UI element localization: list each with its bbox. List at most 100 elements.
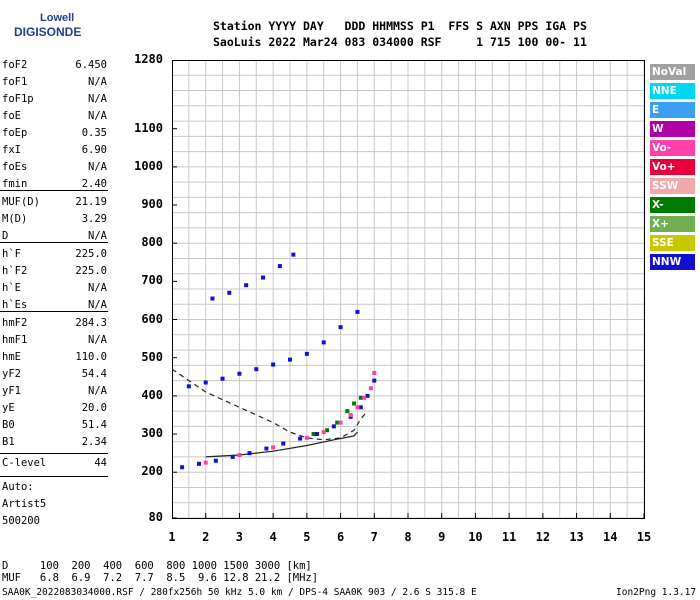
point-nnw bbox=[277, 264, 282, 269]
point-nnw bbox=[358, 405, 363, 410]
param-row: foF2 6.450 bbox=[2, 59, 107, 76]
param-value: N/A bbox=[88, 161, 107, 173]
param-value: 21.19 bbox=[75, 196, 107, 208]
point-vo bbox=[304, 435, 309, 440]
point-vo bbox=[203, 460, 208, 465]
point-nnw bbox=[288, 357, 292, 362]
point-nnw bbox=[186, 384, 191, 389]
point-vo bbox=[372, 370, 377, 375]
point-nnw bbox=[298, 436, 303, 441]
param-row: B0 51.4 bbox=[2, 419, 107, 436]
point-nnw bbox=[180, 465, 185, 470]
param-value: 2.34 bbox=[81, 436, 107, 448]
y-tick-label: 900 bbox=[141, 197, 163, 212]
y-tick-label: 1000 bbox=[134, 158, 163, 173]
param-label: MUF(D) bbox=[2, 196, 40, 208]
legend-item-e: E bbox=[650, 102, 695, 118]
point-x bbox=[311, 432, 316, 437]
param-label: hmE bbox=[2, 351, 21, 363]
y-tick-label: 800 bbox=[141, 235, 163, 250]
separator bbox=[0, 190, 108, 191]
point-nnw bbox=[271, 362, 276, 367]
separator bbox=[0, 311, 108, 312]
x-tick-label: 7 bbox=[370, 530, 378, 544]
version-label: Ion2Png 1.3.17 bbox=[616, 587, 697, 598]
legend-item-nnw: NNW bbox=[650, 254, 695, 270]
point-x bbox=[352, 401, 357, 406]
param-row: yF1 N/A bbox=[2, 385, 107, 402]
param-label: foF1 bbox=[2, 76, 28, 88]
param-row: fxI 6.90 bbox=[2, 144, 107, 161]
x-tick-label: 15 bbox=[636, 530, 652, 544]
x-tick-label: 12 bbox=[535, 530, 551, 544]
param-value: 3.29 bbox=[81, 213, 107, 225]
param-value: N/A bbox=[88, 334, 107, 346]
point-vo bbox=[237, 453, 242, 458]
param-label: yF1 bbox=[2, 385, 21, 397]
param-row: yE 20.0 bbox=[2, 402, 107, 419]
param-row: h`F 225.0 bbox=[2, 248, 107, 265]
x-tick-label: 9 bbox=[438, 530, 446, 544]
point-nnw bbox=[220, 376, 225, 381]
autoscale-line2: Artist5 bbox=[2, 498, 47, 510]
param-value: N/A bbox=[88, 110, 107, 122]
param-value: 2.40 bbox=[81, 178, 107, 190]
legend-item-nne: NNE bbox=[650, 83, 695, 99]
param-label: foF2 bbox=[2, 59, 28, 71]
point-nnw bbox=[213, 458, 218, 463]
x-tick-label: 14 bbox=[603, 530, 618, 544]
x-tick-label: 11 bbox=[501, 530, 517, 544]
point-nnw bbox=[261, 275, 266, 280]
separator bbox=[0, 453, 108, 454]
x-tick-label: 3 bbox=[235, 530, 244, 544]
param-value: 44 bbox=[94, 457, 107, 469]
y-tick-label: 300 bbox=[141, 426, 163, 441]
param-label: B1 bbox=[2, 436, 15, 448]
point-nnw bbox=[237, 371, 242, 376]
point-vo bbox=[338, 420, 343, 425]
param-label: fmin bbox=[2, 178, 28, 190]
logo-digisonde: DIGISONDE bbox=[14, 25, 82, 39]
param-value: N/A bbox=[88, 230, 107, 242]
x-tick-label: 2 bbox=[202, 530, 210, 544]
footer-info: SAA0K_2022083034000.RSF / 280fx256h 50 k… bbox=[2, 587, 477, 598]
param-row: foE N/A bbox=[2, 110, 107, 127]
param-row: hmF2 284.3 bbox=[2, 317, 107, 334]
param-row: foF1p N/A bbox=[2, 93, 107, 110]
y-tick-label: 400 bbox=[141, 387, 163, 402]
x-tick-label: 6 bbox=[336, 530, 345, 544]
param-label: yF2 bbox=[2, 368, 21, 380]
param-label: foE bbox=[2, 110, 21, 122]
param-row: fmin 2.40 bbox=[2, 178, 107, 195]
point-nnw bbox=[203, 380, 208, 385]
param-value: 54.4 bbox=[81, 368, 107, 380]
legend-item-vo: Vo- bbox=[650, 140, 695, 156]
x-tick-label: 13 bbox=[569, 530, 584, 544]
legend-item-sse: SSE bbox=[650, 235, 695, 251]
param-label: foF1p bbox=[2, 93, 34, 105]
param-value: 6.450 bbox=[75, 59, 107, 71]
point-nnw bbox=[338, 325, 343, 330]
point-nnw bbox=[291, 252, 296, 257]
param-row: yF2 54.4 bbox=[2, 368, 107, 385]
legend-item-ssw: SSW bbox=[650, 178, 695, 194]
param-value: 110.0 bbox=[75, 351, 107, 363]
param-value: N/A bbox=[88, 385, 107, 397]
point-nnw bbox=[304, 351, 309, 356]
autoscale-line3: 500200 bbox=[2, 515, 40, 527]
curve-0 bbox=[172, 368, 368, 441]
point-nnw bbox=[281, 441, 286, 446]
param-value: 51.4 bbox=[81, 419, 107, 431]
point-x bbox=[325, 428, 330, 433]
param-label: C-level bbox=[2, 457, 47, 469]
param-label: hmF2 bbox=[2, 317, 28, 329]
y-tick-label: 600 bbox=[141, 311, 163, 326]
point-nnw bbox=[244, 283, 249, 288]
autoscale-line1: Auto: bbox=[2, 481, 34, 493]
x-tick-label: 10 bbox=[468, 530, 483, 544]
param-row: h`E N/A bbox=[2, 282, 107, 299]
param-value: 6.90 bbox=[81, 144, 107, 156]
point-vo bbox=[368, 386, 373, 391]
param-label: yE bbox=[2, 402, 15, 414]
param-row: MUF(D) 21.19 bbox=[2, 196, 107, 213]
